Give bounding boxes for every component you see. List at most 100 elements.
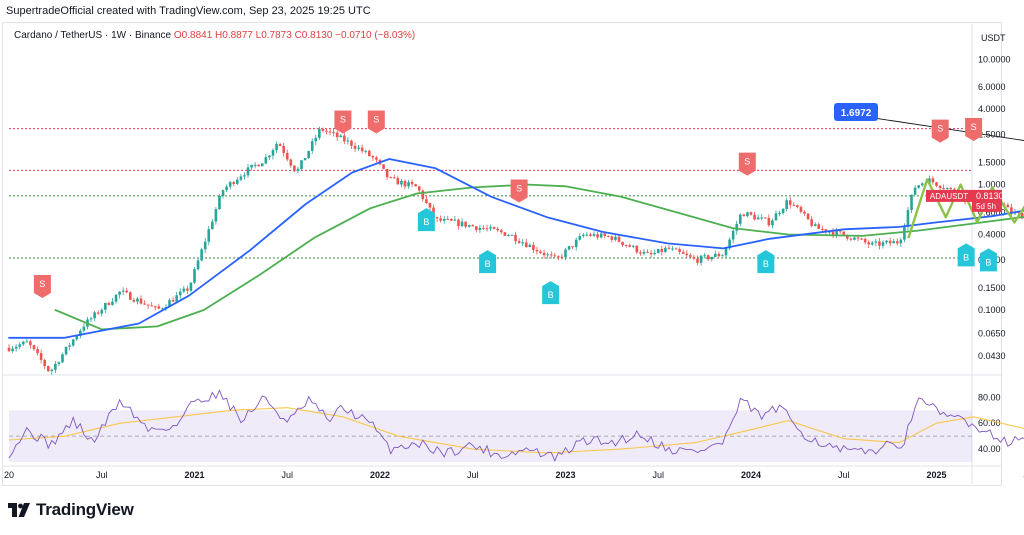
- candle-body: [699, 255, 703, 263]
- buy-signal-marker: [979, 248, 997, 272]
- buy-signal-marker: [542, 281, 560, 305]
- chart-frame: [2, 22, 1002, 486]
- candle-body: [781, 208, 785, 214]
- candle-body: [639, 252, 642, 254]
- tradingview-logo[interactable]: TradingView: [8, 500, 134, 520]
- candle-body: [186, 288, 189, 291]
- candle-body: [89, 318, 93, 320]
- ohlc-close: C0.8130: [294, 30, 333, 41]
- candle-body: [396, 178, 400, 185]
- candle-body: [403, 180, 407, 187]
- candle-body: [788, 200, 792, 205]
- ma-slow-line: [54, 183, 1024, 331]
- candle-body: [57, 362, 61, 364]
- candle-body: [706, 255, 710, 260]
- ohlc-high: H0.8877: [215, 30, 253, 41]
- candle-body: [132, 299, 136, 302]
- candle-body: [628, 245, 632, 247]
- candle-body: [478, 227, 482, 230]
- candle-body: [157, 306, 161, 309]
- candle-body: [182, 288, 186, 292]
- candle-body: [928, 178, 931, 184]
- candle-body: [856, 237, 860, 239]
- candle-body: [574, 239, 578, 248]
- sell-signal-label: S: [744, 157, 750, 167]
- candle-body: [407, 182, 410, 187]
- candle-body: [785, 200, 788, 209]
- candle-body: [885, 240, 888, 243]
- candle-body: [225, 186, 228, 191]
- candle-body: [385, 168, 389, 178]
- candle-body: [803, 211, 806, 214]
- candle-body: [521, 242, 524, 244]
- candle-body: [756, 217, 760, 220]
- target-label-text: 1.6972: [841, 108, 872, 119]
- candle-body: [453, 219, 457, 221]
- candle-body: [838, 230, 842, 232]
- candle-body: [874, 241, 878, 243]
- candle-body: [79, 330, 82, 336]
- candle-body: [293, 165, 296, 172]
- candle-body: [367, 150, 371, 157]
- candle-body: [589, 234, 592, 236]
- candle-body: [389, 177, 393, 179]
- candle-body: [246, 167, 250, 176]
- candle-body: [71, 339, 75, 346]
- candle-body: [685, 253, 689, 256]
- last-price-box: [972, 189, 1002, 212]
- candle-body: [796, 205, 799, 208]
- candle-body: [724, 248, 728, 256]
- candle-body: [14, 346, 18, 349]
- candle-body: [414, 184, 417, 187]
- time-tick-label: Jul: [652, 470, 664, 480]
- candle-body: [114, 294, 118, 302]
- candle-body: [239, 176, 243, 180]
- sell-signal-marker: [965, 118, 983, 142]
- candle-body: [549, 254, 553, 256]
- target-label-box: [834, 103, 878, 121]
- candle-body: [303, 158, 307, 161]
- sell-signal-marker: [33, 275, 51, 299]
- candle-body: [599, 233, 603, 238]
- candle-body: [603, 233, 607, 236]
- buy-signal-label: B: [423, 217, 429, 227]
- candle-body: [689, 255, 692, 257]
- time-tick-label: 2022: [370, 470, 390, 480]
- candle-body: [296, 168, 300, 172]
- currency-label: USDT: [981, 33, 1006, 43]
- candle-body: [100, 309, 104, 314]
- price-chart[interactable]: 10.0000 6.0000 4.0000 2.5000 1.5000 1.0000 0.6…: [0, 0, 1024, 500]
- candle-body: [767, 217, 771, 226]
- candle-body: [111, 301, 114, 305]
- candle-body: [635, 245, 639, 253]
- time-tick-label: Jul: [281, 470, 293, 480]
- pattern-zigzag: [907, 178, 1024, 239]
- sell-signal-marker: [510, 179, 528, 203]
- candle-body: [68, 345, 71, 347]
- candle-body: [692, 256, 696, 259]
- sell-signal-label: S: [971, 122, 977, 132]
- candle-body: [935, 182, 938, 186]
- candle-body: [610, 236, 614, 240]
- candle-body: [717, 253, 721, 257]
- candle-body: [585, 234, 589, 236]
- candle-body: [264, 157, 268, 164]
- candle-body: [439, 218, 442, 221]
- symbol-legend: Cardano / TetherUS · 1W · Binance O0.884…: [14, 30, 415, 41]
- candle-body: [121, 290, 125, 292]
- candle-body: [357, 147, 360, 149]
- candle-body: [136, 298, 139, 302]
- candle-body: [514, 234, 517, 242]
- candle-body: [196, 260, 200, 270]
- ohlc-open: O0.8841: [173, 30, 213, 41]
- candle-body: [557, 256, 560, 258]
- candle-body: [860, 238, 863, 240]
- candle-body: [792, 204, 796, 206]
- candle-body: [532, 244, 535, 250]
- candle-body: [232, 182, 236, 184]
- candle-body: [920, 183, 924, 186]
- candle-body: [236, 179, 239, 184]
- candle-body: [221, 190, 225, 196]
- candle-body: [664, 247, 667, 252]
- candle-body: [275, 144, 278, 151]
